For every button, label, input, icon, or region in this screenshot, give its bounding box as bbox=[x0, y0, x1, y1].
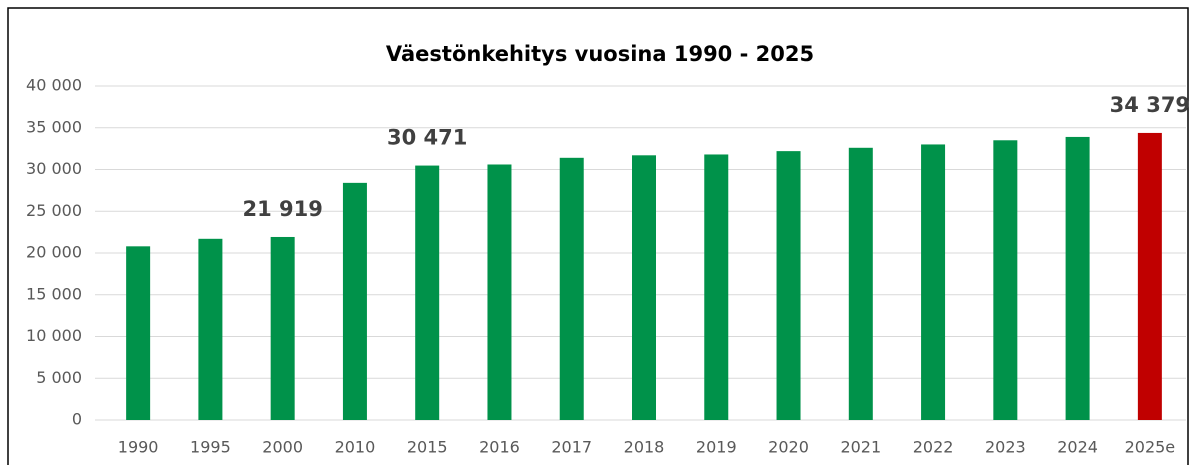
y-tick-label: 30 000 bbox=[26, 159, 82, 178]
x-tick-label: 2016 bbox=[479, 438, 520, 457]
x-tick-label: 2018 bbox=[624, 438, 665, 457]
y-tick-label: 40 000 bbox=[26, 76, 82, 95]
y-tick-label: 20 000 bbox=[26, 243, 82, 262]
y-tick-label: 15 000 bbox=[26, 284, 82, 303]
bar bbox=[342, 182, 367, 420]
x-tick-label: 2017 bbox=[551, 438, 592, 457]
x-tick-label: 2023 bbox=[985, 438, 1026, 457]
x-tick-label: 2025e bbox=[1125, 438, 1176, 457]
y-tick-label: 0 bbox=[72, 410, 82, 429]
bar bbox=[1065, 136, 1090, 420]
x-tick-label: 2020 bbox=[768, 438, 809, 457]
y-tick-label: 5 000 bbox=[36, 368, 82, 387]
data-label: 30 471 bbox=[387, 126, 467, 150]
bar bbox=[848, 147, 873, 421]
x-tick-label: 2010 bbox=[335, 438, 376, 457]
bar bbox=[198, 238, 223, 420]
bar bbox=[126, 246, 151, 420]
data-label: 34 379 bbox=[1110, 93, 1190, 117]
bar bbox=[776, 151, 801, 420]
y-tick-label: 10 000 bbox=[26, 326, 82, 345]
x-tick-label: 2024 bbox=[1057, 438, 1098, 457]
y-tick-label: 35 000 bbox=[26, 117, 82, 136]
bar bbox=[921, 144, 946, 420]
x-tick-label: 1990 bbox=[118, 438, 159, 457]
x-tick-label: 2000 bbox=[262, 438, 303, 457]
data-label: 21 919 bbox=[242, 197, 322, 221]
bar bbox=[487, 164, 512, 420]
x-tick-label: 1995 bbox=[190, 438, 231, 457]
x-tick-label: 2021 bbox=[840, 438, 881, 457]
x-tick-label: 2015 bbox=[407, 438, 448, 457]
bar bbox=[704, 154, 729, 420]
bar bbox=[993, 140, 1018, 420]
x-tick-label: 2022 bbox=[913, 438, 954, 457]
bar bbox=[1137, 132, 1162, 420]
bar bbox=[559, 157, 584, 420]
x-tick-label: 2019 bbox=[696, 438, 737, 457]
bar bbox=[270, 236, 295, 420]
chart-title: Väestönkehitys vuosina 1990 - 2025 bbox=[386, 42, 814, 66]
bar bbox=[415, 165, 440, 420]
bar bbox=[632, 155, 656, 420]
y-tick-label: 25 000 bbox=[26, 201, 82, 220]
